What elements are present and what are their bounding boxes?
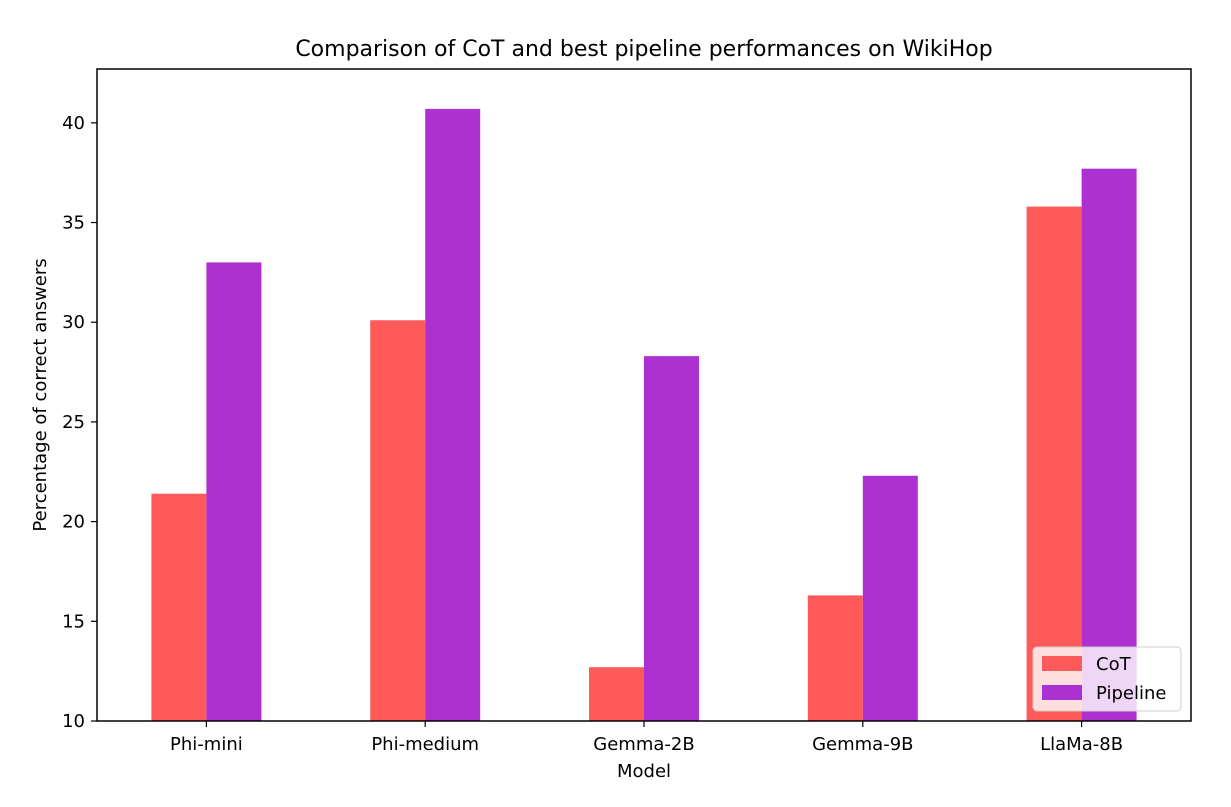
y-tick-label: 15 xyxy=(62,611,85,632)
y-axis: 10 15 20 25 30 35 40 xyxy=(62,113,97,732)
bar-cot-phi-mini xyxy=(151,493,207,721)
y-tick-label: 30 xyxy=(62,312,85,333)
legend-swatch-cot xyxy=(1042,656,1082,671)
y-tick-label: 20 xyxy=(62,512,85,533)
legend: CoT Pipeline xyxy=(1032,646,1182,712)
y-tick-label: 10 xyxy=(62,711,85,732)
x-tick-label: Gemma-2B xyxy=(593,734,694,755)
x-tick-label: Phi-mini xyxy=(170,734,243,755)
bar-pipeline-phi-mini xyxy=(206,262,262,721)
y-tick-label: 35 xyxy=(62,213,85,234)
bar-cot-llama-8b xyxy=(1026,206,1082,721)
y-axis-label: Percentage of correct answers xyxy=(30,258,51,531)
legend-swatch-pipeline xyxy=(1042,685,1082,700)
bar-cot-gemma-9b xyxy=(807,595,863,721)
x-tick-label: Phi-medium xyxy=(371,734,479,755)
x-tick-label: Gemma-9B xyxy=(812,734,913,755)
bar-cot-gemma-2b xyxy=(589,667,644,721)
bar-pipeline-llama-8b xyxy=(1081,168,1137,721)
bars-group xyxy=(151,108,1137,721)
x-axis-label: Model xyxy=(617,761,671,782)
bar-pipeline-gemma-2b xyxy=(644,356,699,721)
x-axis: Phi-mini Phi-medium Gemma-2B Gemma-9B LlaMa-… xyxy=(170,721,1123,755)
bar-pipeline-phi-medium xyxy=(425,108,481,721)
legend-label-cot: CoT xyxy=(1096,654,1132,675)
chart-title: Comparison of CoT and best pipeline perf… xyxy=(295,37,992,62)
legend-label-pipeline: Pipeline xyxy=(1096,683,1166,704)
y-tick-label: 25 xyxy=(62,412,85,433)
y-tick-label: 40 xyxy=(62,113,85,134)
bar-pipeline-gemma-9b xyxy=(862,475,918,721)
bar-cot-phi-medium xyxy=(370,320,426,721)
x-tick-label: LlaMa-8B xyxy=(1040,734,1123,755)
